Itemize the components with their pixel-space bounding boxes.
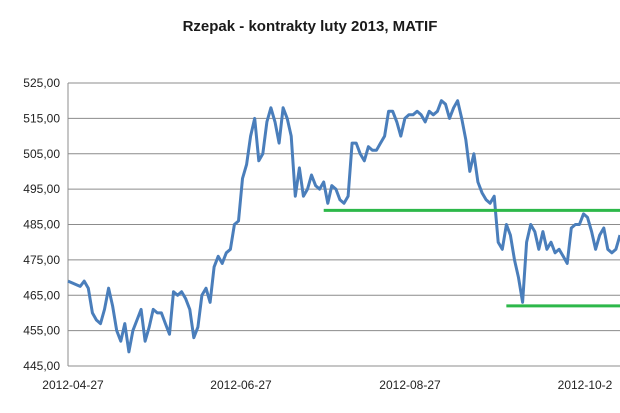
x-tick-label: 2012-06-27	[210, 378, 272, 392]
x-tick-label: 2012-08-27	[379, 378, 441, 392]
x-tick-label: 2012-10-2	[558, 378, 613, 392]
chart-title: Rzepak - kontrakty luty 2013, MATIF	[182, 18, 438, 35]
y-tick-label: 495,00	[23, 182, 60, 196]
y-tick-label: 475,00	[23, 253, 60, 267]
x-tick-labels: 2012-04-27 2012-06-27 2012-08-27 2012-10-2	[42, 378, 612, 392]
y-tick-label: 505,00	[23, 147, 60, 161]
axes	[67, 83, 620, 367]
y-tick-label: 515,00	[23, 111, 60, 125]
series-line	[67, 99, 620, 354]
y-tick-labels: 525,00 515,00 505,00 495,00 485,00 475,00 465,…	[23, 76, 60, 373]
y-tick-label: 525,00	[23, 76, 60, 90]
y-tick-label: 445,00	[23, 359, 60, 373]
x-tick-label: 2012-04-27	[42, 378, 104, 392]
y-tick-label: 455,00	[23, 324, 60, 338]
y-tick-label: 465,00	[23, 288, 60, 302]
annotations	[323, 208, 620, 308]
y-tick-label: 485,00	[23, 218, 60, 232]
series-lines	[67, 99, 620, 354]
